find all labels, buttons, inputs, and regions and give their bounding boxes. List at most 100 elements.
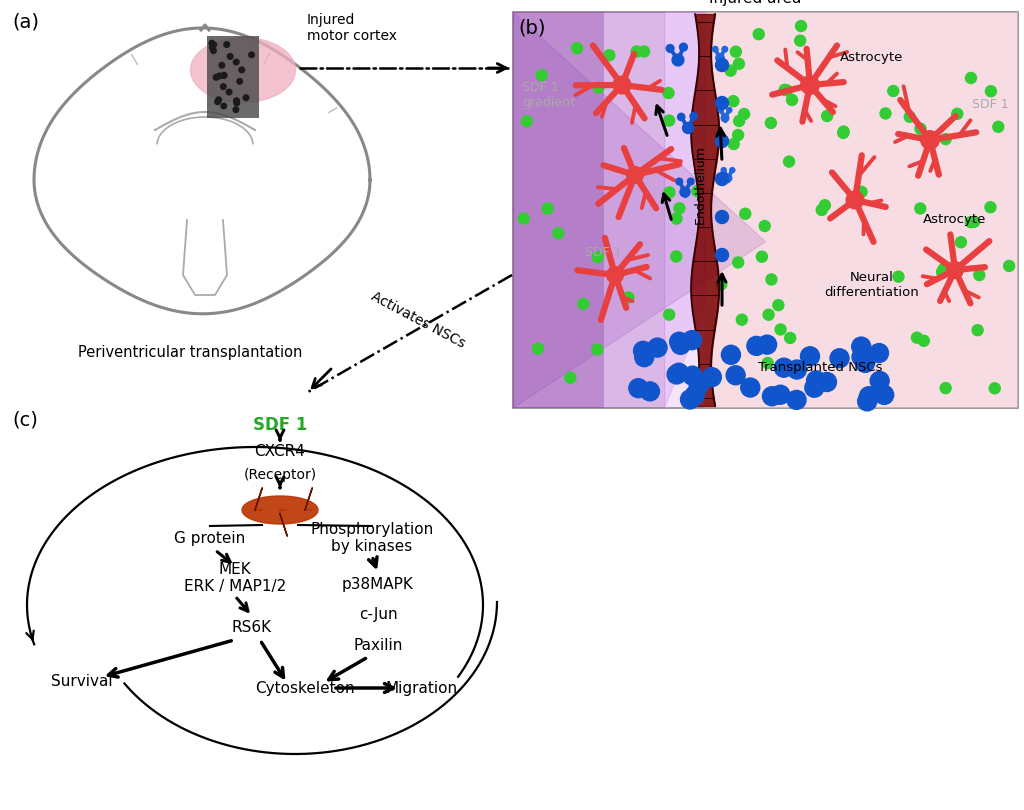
Circle shape <box>859 386 879 406</box>
Circle shape <box>856 186 867 198</box>
Text: (a): (a) <box>12 12 39 31</box>
Circle shape <box>974 270 985 280</box>
Circle shape <box>578 298 589 309</box>
Circle shape <box>683 122 693 134</box>
Polygon shape <box>34 28 370 313</box>
Circle shape <box>919 335 930 346</box>
Circle shape <box>640 382 659 401</box>
Polygon shape <box>513 12 766 408</box>
Text: Astrocyte: Astrocyte <box>924 214 987 227</box>
Circle shape <box>233 98 240 104</box>
Circle shape <box>217 73 222 79</box>
Text: SDF 1: SDF 1 <box>253 416 307 434</box>
Circle shape <box>565 373 575 383</box>
Circle shape <box>846 191 864 209</box>
Circle shape <box>985 202 996 213</box>
Text: Paxilin: Paxilin <box>353 637 402 653</box>
Circle shape <box>211 42 216 48</box>
Circle shape <box>966 216 976 228</box>
Circle shape <box>667 365 686 384</box>
Circle shape <box>911 332 923 343</box>
Circle shape <box>893 271 904 282</box>
Circle shape <box>213 75 219 80</box>
Circle shape <box>757 251 767 262</box>
Circle shape <box>663 87 674 99</box>
Circle shape <box>728 96 739 107</box>
Circle shape <box>685 386 705 405</box>
Circle shape <box>224 42 229 47</box>
Text: SDF 1: SDF 1 <box>972 99 1009 112</box>
Circle shape <box>680 43 687 51</box>
Bar <box>604 12 665 408</box>
Circle shape <box>972 325 983 335</box>
Circle shape <box>869 343 889 363</box>
Circle shape <box>221 72 226 78</box>
Circle shape <box>821 110 833 122</box>
Circle shape <box>774 358 794 377</box>
Circle shape <box>773 300 783 311</box>
Circle shape <box>239 67 245 73</box>
Circle shape <box>227 53 232 59</box>
Circle shape <box>852 337 870 356</box>
Circle shape <box>787 390 806 409</box>
Text: Endothelium: Endothelium <box>693 146 707 224</box>
Circle shape <box>664 115 675 126</box>
Circle shape <box>592 252 603 262</box>
Circle shape <box>716 279 727 290</box>
Circle shape <box>730 46 741 58</box>
Circle shape <box>784 332 796 343</box>
Circle shape <box>532 343 544 354</box>
Circle shape <box>740 378 760 397</box>
Circle shape <box>817 373 837 391</box>
Circle shape <box>233 59 239 65</box>
Circle shape <box>692 185 702 197</box>
Text: Activates NSCs: Activates NSCs <box>369 289 468 351</box>
Circle shape <box>237 79 243 84</box>
Circle shape <box>671 335 690 354</box>
Circle shape <box>672 54 684 66</box>
Circle shape <box>639 46 649 57</box>
Circle shape <box>613 76 631 94</box>
Text: Astrocyte: Astrocyte <box>841 52 904 65</box>
Circle shape <box>243 95 249 100</box>
Circle shape <box>716 134 728 147</box>
Bar <box>665 12 705 408</box>
Circle shape <box>721 168 726 173</box>
Circle shape <box>746 336 766 356</box>
Circle shape <box>856 353 874 373</box>
Circle shape <box>670 363 688 382</box>
Circle shape <box>736 314 748 325</box>
Circle shape <box>759 220 770 232</box>
Text: p38MAPK: p38MAPK <box>342 578 414 592</box>
Text: Survival: Survival <box>51 675 113 689</box>
Circle shape <box>671 251 682 262</box>
Circle shape <box>676 178 683 185</box>
Polygon shape <box>255 488 262 510</box>
Circle shape <box>725 65 736 76</box>
Circle shape <box>727 108 732 113</box>
Circle shape <box>732 257 743 268</box>
Polygon shape <box>242 496 318 524</box>
Circle shape <box>852 347 871 366</box>
Polygon shape <box>665 12 705 408</box>
Circle shape <box>664 309 675 320</box>
Circle shape <box>937 266 947 278</box>
Circle shape <box>738 109 750 120</box>
Circle shape <box>702 368 721 386</box>
Circle shape <box>771 386 790 404</box>
Circle shape <box>664 187 675 198</box>
Circle shape <box>687 178 694 185</box>
Circle shape <box>805 378 824 397</box>
Circle shape <box>732 130 743 140</box>
Circle shape <box>838 127 849 139</box>
Circle shape <box>635 347 653 367</box>
Circle shape <box>758 335 776 354</box>
Circle shape <box>786 95 798 105</box>
Circle shape <box>796 20 807 32</box>
Circle shape <box>216 97 221 103</box>
Circle shape <box>830 349 849 368</box>
Text: (Receptor): (Receptor) <box>244 468 316 482</box>
Text: SDF 1: SDF 1 <box>585 245 622 258</box>
Circle shape <box>680 187 690 197</box>
Circle shape <box>801 347 819 366</box>
